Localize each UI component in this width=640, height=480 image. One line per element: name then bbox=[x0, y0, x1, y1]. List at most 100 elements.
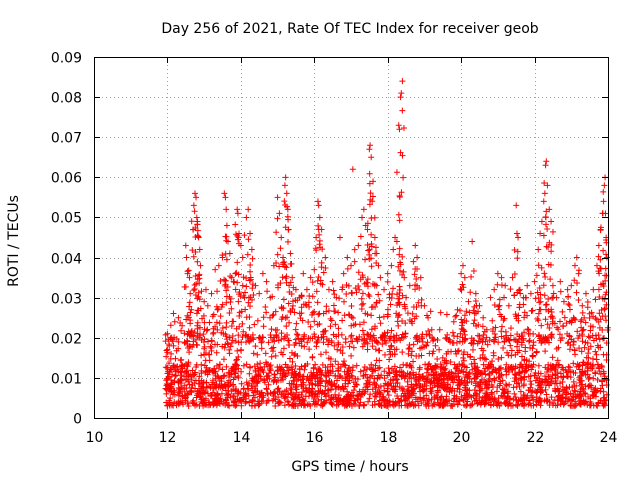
roti-point-cluster bbox=[214, 288, 221, 295]
roti-point-cluster bbox=[600, 247, 607, 254]
roti-point bbox=[280, 254, 287, 261]
axis-ticks: 0 0.01 0.02 0.03 0.04 0.05 0.06 0.07 0.08 0.09 10 1… bbox=[51, 51, 618, 447]
roti-point-baseline bbox=[581, 368, 588, 375]
roti-point-baseline bbox=[376, 364, 383, 371]
roti-point-baseline bbox=[408, 348, 415, 355]
roti-point-baseline bbox=[486, 337, 493, 344]
roti-point bbox=[239, 254, 246, 261]
roti-point-cluster bbox=[596, 270, 603, 277]
roti-point-baseline bbox=[402, 392, 409, 399]
roti-point-baseline bbox=[488, 396, 495, 403]
roti-point-baseline bbox=[278, 366, 285, 373]
roti-point-baseline bbox=[535, 362, 542, 369]
roti-point-baseline bbox=[541, 378, 548, 385]
roti-point-baseline bbox=[520, 392, 527, 399]
roti-point-baseline bbox=[551, 385, 558, 392]
roti-point-baseline bbox=[477, 387, 484, 394]
roti-point-baseline bbox=[193, 401, 200, 408]
roti-point-cluster bbox=[273, 260, 280, 267]
roti-point-baseline bbox=[393, 371, 400, 378]
roti-point-baseline bbox=[163, 381, 170, 388]
roti-point-baseline bbox=[224, 383, 231, 390]
roti-point-baseline bbox=[576, 332, 583, 339]
roti-point-baseline bbox=[267, 332, 274, 339]
roti-point-baseline bbox=[406, 387, 413, 394]
roti-point-cluster bbox=[195, 272, 202, 279]
roti-point-cluster bbox=[593, 356, 600, 363]
roti-point-cluster bbox=[576, 345, 583, 352]
roti-point-baseline bbox=[401, 375, 408, 382]
roti-point-baseline bbox=[516, 336, 523, 343]
roti-point-baseline bbox=[200, 331, 207, 338]
roti-point bbox=[252, 282, 259, 289]
roti-point-cluster bbox=[201, 345, 208, 352]
roti-point-cluster bbox=[559, 323, 566, 330]
roti-point-baseline bbox=[559, 379, 566, 386]
roti-point-baseline bbox=[594, 387, 601, 394]
roti-point-baseline bbox=[325, 337, 332, 344]
roti-point-baseline bbox=[198, 361, 205, 368]
roti-point-baseline bbox=[582, 319, 589, 326]
roti-point-baseline bbox=[524, 326, 531, 333]
roti-point bbox=[373, 250, 380, 257]
roti-point-baseline bbox=[256, 334, 263, 341]
roti-point-baseline bbox=[527, 400, 534, 407]
roti-point-cluster bbox=[402, 330, 409, 337]
roti-point-cluster bbox=[536, 332, 543, 339]
roti-point-cluster bbox=[364, 220, 371, 227]
roti-point-baseline bbox=[269, 397, 276, 404]
roti-point bbox=[292, 286, 299, 293]
roti-point bbox=[582, 290, 589, 297]
roti-point-cluster bbox=[237, 347, 244, 354]
roti-point-baseline bbox=[396, 364, 403, 371]
roti-point-cluster bbox=[602, 272, 609, 279]
roti-point-baseline bbox=[395, 322, 402, 329]
roti-point-cluster bbox=[201, 326, 208, 333]
roti-point bbox=[494, 270, 501, 277]
roti-point-cluster bbox=[474, 340, 481, 347]
roti-point-cluster bbox=[257, 364, 264, 371]
roti-point-baseline bbox=[482, 338, 489, 345]
roti-point-baseline bbox=[190, 397, 197, 404]
roti-point-baseline bbox=[422, 401, 429, 408]
roti-point-baseline bbox=[512, 371, 519, 378]
roti-point-cluster bbox=[314, 321, 321, 328]
roti-point-baseline bbox=[381, 375, 388, 382]
roti-point-cluster bbox=[415, 299, 422, 306]
roti-point-baseline bbox=[499, 386, 506, 393]
roti-point-cluster bbox=[245, 299, 252, 306]
roti-point-baseline bbox=[254, 379, 261, 386]
roti-point-baseline bbox=[171, 399, 178, 406]
roti-point bbox=[222, 194, 229, 201]
roti-point-cluster bbox=[335, 341, 342, 348]
roti-point-baseline bbox=[191, 371, 198, 378]
roti-point-baseline bbox=[491, 338, 498, 345]
roti-point-cluster bbox=[197, 305, 204, 312]
y-tick-label: 0.01 bbox=[51, 372, 82, 388]
roti-point-cluster bbox=[511, 247, 518, 254]
roti-point-cluster bbox=[604, 326, 611, 333]
roti-point-baseline bbox=[305, 377, 312, 384]
roti-point-cluster bbox=[284, 203, 291, 210]
roti-point-baseline bbox=[388, 365, 395, 372]
roti-point-baseline bbox=[346, 397, 353, 404]
roti-point-baseline bbox=[283, 387, 290, 394]
roti-point-baseline bbox=[250, 378, 257, 385]
roti-point-baseline bbox=[516, 383, 523, 390]
roti-point-baseline bbox=[281, 370, 288, 377]
roti-point-baseline bbox=[505, 336, 512, 343]
roti-point bbox=[191, 190, 198, 197]
roti-point-cluster bbox=[249, 255, 256, 262]
roti-point-baseline bbox=[387, 376, 394, 383]
roti-point-cluster bbox=[477, 336, 484, 343]
roti-point-cluster bbox=[364, 242, 371, 249]
roti-point-cluster bbox=[410, 358, 417, 365]
roti-point-cluster bbox=[244, 251, 251, 258]
roti-point bbox=[465, 298, 472, 305]
roti-point-baseline bbox=[572, 388, 579, 395]
roti-point-baseline bbox=[216, 361, 223, 368]
roti-point-baseline bbox=[263, 399, 270, 406]
roti-point-baseline bbox=[598, 378, 605, 385]
roti-point-cluster bbox=[479, 351, 486, 358]
roti-point-baseline bbox=[285, 367, 292, 374]
